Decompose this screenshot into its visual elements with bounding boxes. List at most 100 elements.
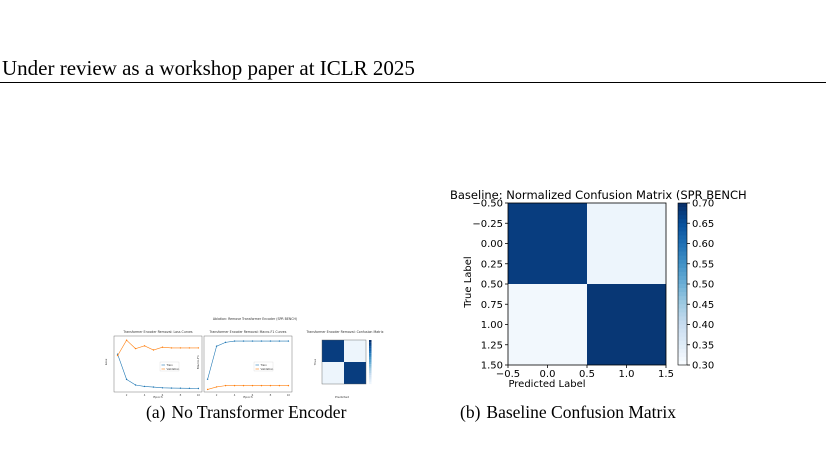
baseline-cm-ytick-label: −0.50 <box>472 199 503 210</box>
loss-series-0-point <box>188 387 191 390</box>
loss-legend-label-0: Train <box>167 363 174 367</box>
small-cm-colorbar-segment <box>369 362 372 365</box>
baseline-cm-ytick-label: 0.50 <box>481 280 503 291</box>
caption-a-label: (a) <box>146 402 166 422</box>
f1-series-0-point <box>233 340 236 342</box>
baseline-colorbar-segment <box>678 275 687 281</box>
baseline-cm-xlabel: Predicted Label <box>508 379 585 390</box>
f1-series-0-point <box>206 378 209 380</box>
baseline-colorbar-segment <box>678 328 687 333</box>
baseline-colorbar-segment <box>678 312 687 317</box>
loss-series-0-point <box>152 386 155 388</box>
f1-series-1-point <box>251 384 254 387</box>
loss-xtick-label: 8 <box>180 393 182 397</box>
baseline-colorbar-segment <box>678 227 687 232</box>
baseline-colorbar-segment <box>678 284 687 289</box>
baseline-colorbar-tick-label: 0.30 <box>692 361 714 372</box>
baseline-colorbar-segment <box>678 223 687 228</box>
loss-series-0-point <box>125 378 128 381</box>
macro-f1-plot: Transformer Encoder Removal: Macro-F1 Cu… <box>196 330 293 399</box>
baseline-colorbar-segment <box>678 231 687 236</box>
baseline-colorbar-segment <box>678 279 687 285</box>
small-cm-colorbar-segment <box>369 370 372 374</box>
small-cm-colorbar-segment <box>369 357 372 360</box>
baseline-cm-ytick-label: −0.25 <box>472 219 503 230</box>
loss-series-1-point <box>188 347 191 349</box>
small-cm-colorbar-segment <box>369 381 372 385</box>
baseline-cm-cell <box>508 284 587 365</box>
loss-legend-box <box>159 361 180 372</box>
f1-series-0-point <box>251 340 254 342</box>
baseline-colorbar-segment <box>678 259 687 265</box>
baseline-colorbar-segment <box>678 348 687 354</box>
loss-series-0-point <box>197 387 200 390</box>
loss-series-1-point <box>179 347 182 349</box>
loss-series-1-line <box>117 339 199 356</box>
baseline-colorbar-segment <box>678 344 687 350</box>
baseline-cm-xtick-label: −0.5 <box>496 369 520 380</box>
f1-series-1-point <box>278 384 281 387</box>
baseline-colorbar-tick-label: 0.55 <box>692 259 714 270</box>
loss-series-1-point <box>161 346 164 348</box>
f1-legend-label-0: Train <box>261 363 268 367</box>
small-cm-cell <box>322 340 344 362</box>
f1-xtick-label: 10 <box>287 393 291 397</box>
baseline-colorbar-segment <box>678 320 687 325</box>
small-cm-colorbar-segment <box>369 342 372 345</box>
f1-series-0-point <box>215 345 218 347</box>
baseline-cm-cell <box>508 203 587 284</box>
f1-xtick-label: 8 <box>270 393 272 397</box>
header-rule <box>0 82 826 83</box>
f1-plot-xlabel: Epoch <box>243 395 252 399</box>
f1-xtick-label: 4 <box>234 393 236 397</box>
baseline-colorbar-segment <box>678 292 687 297</box>
baseline-cm-plot-area: −0.5 0.0 0.5 1.0 1.5 −0.50 −0.25 0.00 0.25 0.50 0.… <box>472 199 714 381</box>
baseline-colorbar-segment <box>678 255 687 261</box>
small-cm-colorbar-segment <box>369 340 372 343</box>
loss-series-1-point <box>116 354 119 357</box>
small-cm-frame <box>321 339 367 385</box>
small-cm-colorbar-segment <box>369 373 372 376</box>
baseline-colorbar-segment <box>678 219 687 224</box>
baseline-colorbar-segment <box>678 207 687 212</box>
f1-series-1-point <box>215 386 218 388</box>
baseline-cm-ylabel: True Label <box>463 256 474 308</box>
loss-series-1-point <box>143 345 146 347</box>
baseline-colorbar-tick-label: 0.45 <box>692 300 714 311</box>
small-cm-colorbar-segment <box>369 351 372 354</box>
loss-plot-ylabel: Loss <box>104 358 108 365</box>
loss-series-1-point <box>152 349 155 351</box>
baseline-colorbar-segment <box>678 356 687 362</box>
running-header: Under review as a workshop paper at ICLR… <box>2 56 415 80</box>
loss-xtick-label: 2 <box>126 393 128 397</box>
small-cm-colorbar-segment <box>369 368 372 371</box>
figure-a-suptitle: Ablation: Remove Transformer Encoder (SP… <box>213 317 297 321</box>
baseline-colorbar-segment <box>678 304 687 309</box>
small-cm-colorbar-segment <box>369 366 372 369</box>
baseline-cm-cell <box>587 284 666 365</box>
small-cm-xlabel: Predicted <box>335 395 349 399</box>
baseline-colorbar-tick-label: 0.40 <box>692 320 714 331</box>
baseline-cm-ytick-label: 1.25 <box>481 340 503 351</box>
loss-xtick-label: 10 <box>197 393 201 397</box>
baseline-colorbar-segment <box>678 360 687 366</box>
small-cm-cell <box>344 362 366 384</box>
f1-series-1-point <box>260 384 263 387</box>
f1-series-1-point <box>224 384 227 387</box>
f1-series-0-point <box>260 340 263 342</box>
baseline-colorbar-segment <box>678 300 687 305</box>
baseline-colorbar-segment <box>678 324 687 329</box>
baseline-cm-xtick-label: 1.0 <box>619 369 635 380</box>
baseline-colorbar-segment <box>678 271 687 277</box>
small-cm-colorbar-segment <box>369 346 372 349</box>
loss-plot: Transformer Encoder Removal: Loss Curves… <box>104 330 203 399</box>
loss-series-0-point <box>143 385 146 388</box>
baseline-colorbar-segment <box>678 267 687 273</box>
f1-series-0-point <box>242 340 245 342</box>
small-cm-ylabel: True <box>313 359 317 367</box>
baseline-colorbar-segment <box>678 263 687 269</box>
small-cm-title: Transformer Encoder Removal: Confusion M… <box>306 330 384 334</box>
loss-series-0-point <box>170 387 173 389</box>
baseline-cm-title: Baseline: Normalized Confusion Matrix (S… <box>450 188 747 202</box>
baseline-cm-xtick-label: 0.5 <box>579 369 595 380</box>
